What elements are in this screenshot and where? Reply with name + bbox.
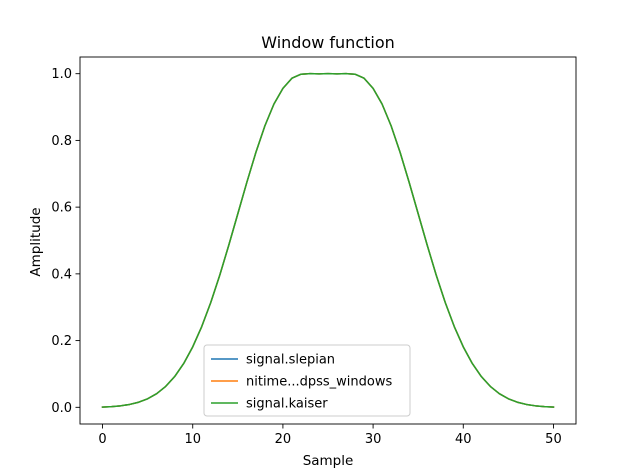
y-axis-ticks: 0.0 0.2 0.4 0.6 0.8 1.0 [51, 67, 80, 416]
x-tick-label: 20 [275, 432, 292, 447]
y-tick-label: 0.4 [51, 267, 72, 282]
y-tick-label: 0.2 [51, 334, 72, 349]
x-tick-label: 30 [365, 432, 382, 447]
x-tick-label: 40 [455, 432, 472, 447]
axes-frame [79, 56, 577, 425]
x-tick-label: 0 [98, 432, 106, 447]
y-tick-label: 0.0 [51, 401, 72, 416]
y-tick-label: 0.6 [51, 201, 72, 216]
x-tick-label: 10 [184, 432, 201, 447]
legend: signal.slepian nitime...dpss_windowssigna… [203, 344, 411, 417]
legend-box [203, 344, 411, 417]
series-lines [101, 72, 555, 408]
legend-entry: nitime...dpss_windows [246, 375, 392, 390]
y-tick-label: 1.0 [51, 67, 72, 82]
x-axis-ticks: 0 10 20 30 40 50 [98, 424, 562, 447]
y-axis-label: Amplitude [28, 207, 44, 276]
legend-entry: signal.slepian [246, 353, 335, 368]
legend-entry: signal.kaiser [246, 397, 328, 412]
x-tick-label: 50 [545, 432, 562, 447]
chart-title: Window function [261, 33, 395, 52]
x-axis-label: Sample [303, 453, 354, 469]
y-tick-label: 0.8 [51, 134, 72, 149]
series-line-signal-kaiser [101, 72, 555, 408]
